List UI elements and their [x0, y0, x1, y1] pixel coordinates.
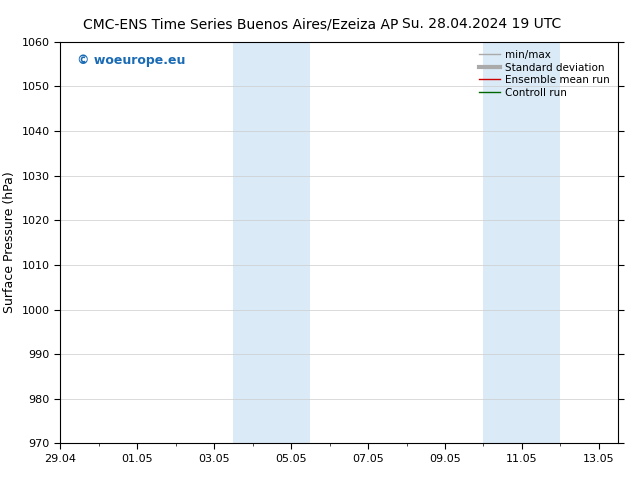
Legend: min/max, Standard deviation, Ensemble mean run, Controll run: min/max, Standard deviation, Ensemble me… [476, 47, 613, 101]
Y-axis label: Surface Pressure (hPa): Surface Pressure (hPa) [3, 172, 16, 314]
Text: © woeurope.eu: © woeurope.eu [77, 54, 185, 67]
Bar [484, 42, 560, 443]
Text: Su. 28.04.2024 19 UTC: Su. 28.04.2024 19 UTC [402, 17, 562, 31]
Text: CMC-ENS Time Series Buenos Aires/Ezeiza AP: CMC-ENS Time Series Buenos Aires/Ezeiza … [83, 17, 399, 31]
Bar [233, 42, 310, 443]
